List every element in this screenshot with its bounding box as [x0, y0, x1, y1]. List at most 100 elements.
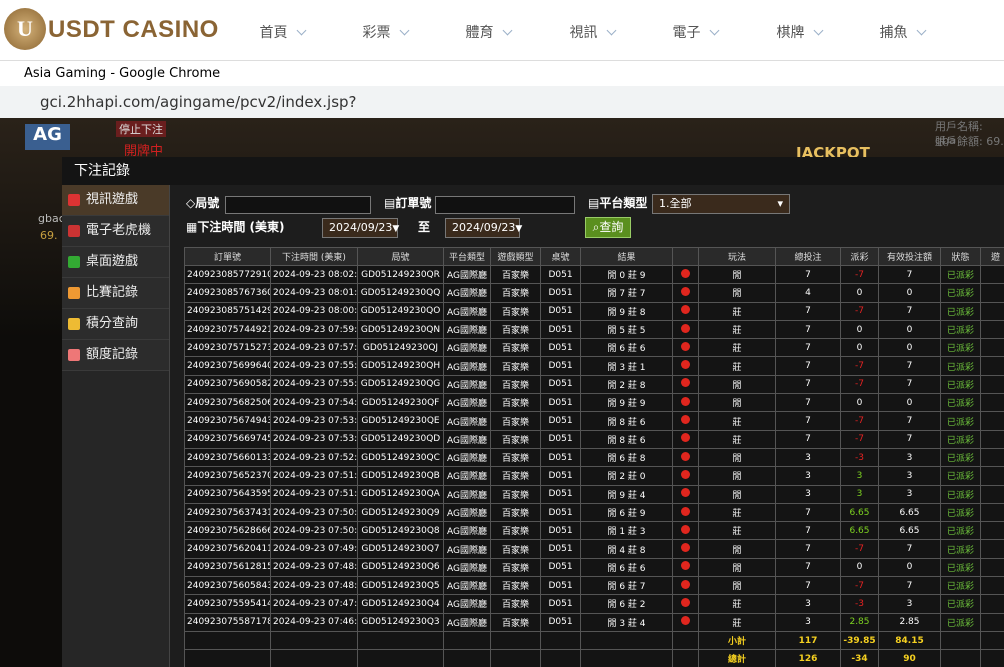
cell: 7	[775, 393, 841, 413]
video-icon[interactable]	[681, 341, 690, 351]
cell: 百家樂	[490, 374, 541, 395]
nav-item[interactable]: 棋牌	[759, 22, 839, 42]
video-icon[interactable]	[681, 506, 690, 516]
video-icon[interactable]	[681, 616, 690, 626]
video-icon[interactable]	[681, 268, 690, 278]
side-menu-item[interactable]: 電子老虎機	[62, 216, 169, 247]
top-nav: U USDT CASINO 首頁 彩票 體育 視訊 電子 棋牌 捕魚	[0, 0, 1004, 60]
cell: 3	[775, 484, 841, 504]
order-input[interactable]	[435, 196, 575, 214]
cell-empty	[980, 356, 1004, 376]
video-icon[interactable]	[681, 561, 690, 571]
platform-select[interactable]: 1.全部	[652, 194, 790, 214]
date-to-value: 2024/09/23	[452, 221, 522, 234]
cell: 2024-09-23 07:55:48	[270, 356, 358, 376]
nav-item[interactable]: 視訊	[552, 22, 632, 42]
video-icon[interactable]	[681, 597, 690, 607]
nav-item[interactable]: 彩票	[345, 22, 425, 42]
video-icon[interactable]	[681, 433, 690, 443]
logo[interactable]: USDT CASINO	[48, 16, 219, 43]
video-icon[interactable]	[681, 451, 690, 461]
cell: GD051249230Q5	[357, 576, 444, 596]
side-menu-item[interactable]: 桌面遊戲	[62, 247, 169, 278]
cell: 7	[775, 411, 841, 431]
cell: 百家樂	[490, 502, 541, 523]
cell: 閒 9 莊 8	[580, 301, 673, 321]
menu-label: 額度記錄	[86, 347, 139, 362]
column-header: 狀態	[940, 247, 981, 266]
nav-item[interactable]: 首頁	[242, 22, 322, 42]
date-from[interactable]: 2024/09/23	[322, 218, 399, 238]
cell: AG國際廳	[443, 521, 491, 541]
nav-item[interactable]: 電子	[655, 22, 735, 42]
order-label-text: 訂單號	[395, 196, 432, 210]
round-input[interactable]	[225, 196, 371, 214]
video-icon[interactable]	[681, 360, 690, 370]
cell: 240923075744921	[184, 319, 271, 340]
menu-icon	[68, 256, 80, 268]
cell-empty	[980, 576, 1004, 596]
video-icon[interactable]	[681, 543, 690, 553]
video-icon[interactable]	[681, 488, 690, 498]
cell: 7	[878, 301, 941, 321]
cell: D051	[540, 374, 581, 395]
cell: 240923075674943	[184, 411, 271, 431]
video-cell	[672, 356, 699, 376]
side-menu-item[interactable]: 比賽記錄	[62, 278, 169, 309]
round-label-text: 局號	[195, 196, 220, 210]
video-cell	[672, 576, 699, 596]
cell: 2024-09-23 07:46:45	[270, 612, 358, 632]
cell: 百家樂	[490, 429, 541, 449]
video-icon[interactable]	[681, 305, 690, 315]
video-icon[interactable]	[681, 323, 690, 333]
menu-icon	[68, 225, 80, 237]
side-menu-item[interactable]: 積分查詢	[62, 309, 169, 340]
cell: 莊	[698, 411, 776, 431]
url: gci.2hhapi.com/agingame/pcv2/index.jsp?	[40, 93, 357, 111]
date-to[interactable]: 2024/09/23	[445, 218, 522, 238]
side-menu: 視訊遊戲 電子老虎機 桌面遊戲 比賽記錄 積分查詢額度記錄	[62, 185, 170, 667]
video-icon[interactable]	[681, 469, 690, 479]
nav-item[interactable]: 體育	[448, 22, 528, 42]
cell: 2024-09-23 07:53:48	[270, 411, 358, 431]
video-icon[interactable]	[681, 524, 690, 534]
cell: D051	[540, 356, 581, 376]
video-icon[interactable]	[681, 415, 690, 425]
side-menu-item[interactable]: 額度記錄	[62, 340, 169, 371]
cell: 已派彩	[940, 557, 981, 578]
cell: 7	[878, 356, 941, 376]
cell: 莊	[698, 356, 776, 376]
video-icon[interactable]	[681, 286, 690, 296]
cell: 7	[878, 264, 941, 285]
cell-empty	[672, 649, 699, 667]
cell: AG國際廳	[443, 356, 491, 376]
side-menu-item[interactable]: 視訊遊戲	[62, 185, 169, 216]
search-button[interactable]: ⌕查詢	[585, 217, 631, 238]
cell: AG國際廳	[443, 301, 491, 321]
video-icon[interactable]	[681, 579, 690, 589]
cell: 3	[878, 466, 941, 486]
cell: AG國際廳	[443, 447, 491, 468]
video-cell	[672, 301, 699, 321]
cell: 閒	[698, 447, 776, 468]
subtotal-row: 小計 117 -39.85 84.15	[184, 630, 1004, 651]
cell-empty	[184, 630, 271, 651]
cell: 240923075595414	[184, 594, 271, 614]
cell: 0	[878, 338, 941, 358]
video-cell	[672, 393, 699, 413]
cell: 百家樂	[490, 338, 541, 358]
address-bar[interactable]: gci.2hhapi.com/agingame/pcv2/index.jsp?	[0, 86, 1004, 118]
cell: 3	[840, 466, 879, 486]
video-icon[interactable]	[681, 378, 690, 388]
cell-empty	[672, 630, 699, 651]
video-icon[interactable]	[681, 396, 690, 406]
cell-empty	[980, 630, 1004, 651]
nav-item[interactable]: 捕魚	[862, 22, 942, 42]
window-title: Asia Gaming - Google Chrome	[24, 66, 221, 81]
